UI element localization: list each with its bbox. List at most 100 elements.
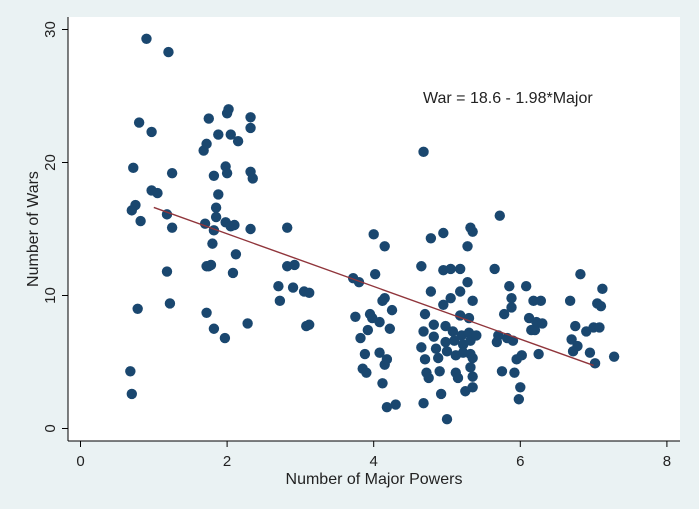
data-point bbox=[572, 340, 583, 352]
data-point bbox=[441, 413, 453, 425]
data-point bbox=[535, 295, 547, 307]
data-point bbox=[166, 222, 178, 233]
data-point bbox=[381, 402, 393, 413]
x-tick-label: 4 bbox=[370, 453, 378, 470]
y-tick-label: 0 bbox=[42, 424, 59, 432]
data-point bbox=[438, 227, 449, 239]
data-point bbox=[506, 302, 517, 313]
data-point bbox=[416, 261, 427, 272]
fit-line bbox=[153, 206, 594, 367]
data-point bbox=[454, 263, 466, 275]
data-point bbox=[229, 219, 240, 231]
data-point bbox=[419, 354, 431, 365]
data-point bbox=[132, 303, 143, 314]
data-points bbox=[125, 33, 620, 425]
data-point bbox=[467, 352, 478, 364]
data-point bbox=[418, 146, 429, 158]
data-point bbox=[594, 322, 605, 333]
data-point bbox=[289, 259, 300, 271]
data-point bbox=[494, 210, 505, 221]
data-point bbox=[386, 304, 398, 316]
data-point bbox=[210, 211, 222, 223]
x-tick-label: 2 bbox=[223, 453, 231, 470]
data-point bbox=[219, 332, 231, 344]
x-tick-label: 0 bbox=[76, 453, 84, 470]
data-point bbox=[430, 343, 442, 354]
data-point bbox=[247, 173, 258, 184]
data-point bbox=[467, 295, 478, 307]
data-point bbox=[564, 295, 576, 307]
data-point bbox=[232, 136, 244, 147]
data-point bbox=[515, 382, 526, 393]
data-point bbox=[425, 233, 437, 244]
data-point bbox=[516, 350, 527, 361]
data-point bbox=[135, 215, 146, 227]
axes: 0 2 4 6 8 0 10 20 30 bbox=[42, 17, 680, 470]
y-tick-label: 10 bbox=[42, 287, 59, 304]
data-point bbox=[454, 286, 466, 297]
data-point bbox=[379, 241, 390, 252]
data-point bbox=[418, 326, 429, 337]
data-point bbox=[498, 308, 510, 320]
data-point bbox=[141, 33, 152, 45]
data-point bbox=[201, 138, 212, 150]
y-tick-label: 20 bbox=[42, 154, 59, 171]
data-point bbox=[384, 323, 396, 334]
data-point bbox=[273, 280, 284, 292]
data-point bbox=[362, 324, 374, 336]
fit-line-group bbox=[153, 206, 594, 367]
data-point bbox=[449, 335, 460, 346]
data-point bbox=[584, 347, 596, 358]
data-point bbox=[208, 170, 220, 181]
data-point bbox=[303, 319, 315, 330]
data-point bbox=[359, 348, 371, 360]
data-point bbox=[462, 241, 473, 252]
data-point bbox=[245, 122, 256, 134]
data-point bbox=[441, 346, 453, 357]
data-point bbox=[377, 378, 388, 389]
data-point bbox=[126, 205, 138, 216]
data-point bbox=[350, 311, 361, 322]
data-point bbox=[465, 362, 476, 373]
data-point bbox=[225, 129, 236, 140]
data-point bbox=[452, 372, 464, 384]
data-point bbox=[303, 287, 315, 299]
data-point bbox=[381, 354, 393, 365]
data-point bbox=[161, 266, 173, 277]
data-point bbox=[529, 324, 541, 336]
data-point bbox=[440, 320, 451, 332]
data-point bbox=[462, 277, 473, 288]
data-point bbox=[435, 388, 447, 400]
data-point bbox=[208, 323, 220, 334]
data-point bbox=[597, 283, 608, 295]
y-axis-title: Number of Wars bbox=[25, 171, 42, 287]
data-point bbox=[245, 112, 256, 123]
data-point bbox=[374, 316, 385, 328]
data-point bbox=[379, 292, 390, 304]
data-point bbox=[274, 295, 286, 307]
data-point bbox=[203, 261, 214, 272]
fit-equation-annotation: War = 18.6 - 1.98*Major bbox=[423, 90, 593, 107]
data-point bbox=[133, 117, 145, 128]
x-axis-title: Number of Major Powers bbox=[286, 471, 463, 488]
data-point bbox=[608, 351, 620, 362]
data-point bbox=[282, 222, 293, 233]
data-point bbox=[419, 308, 431, 320]
data-point bbox=[152, 187, 163, 199]
data-point bbox=[528, 295, 539, 307]
data-point bbox=[146, 126, 157, 138]
data-point bbox=[589, 358, 601, 369]
data-point bbox=[425, 286, 437, 297]
data-point bbox=[163, 46, 174, 58]
data-point bbox=[287, 282, 299, 293]
data-point bbox=[506, 292, 517, 304]
data-point bbox=[369, 269, 381, 280]
data-point bbox=[537, 318, 548, 329]
data-point bbox=[210, 202, 222, 213]
data-point bbox=[201, 307, 212, 318]
data-point bbox=[504, 280, 515, 292]
data-point bbox=[471, 330, 482, 341]
data-point bbox=[126, 388, 138, 400]
data-point bbox=[520, 280, 532, 292]
